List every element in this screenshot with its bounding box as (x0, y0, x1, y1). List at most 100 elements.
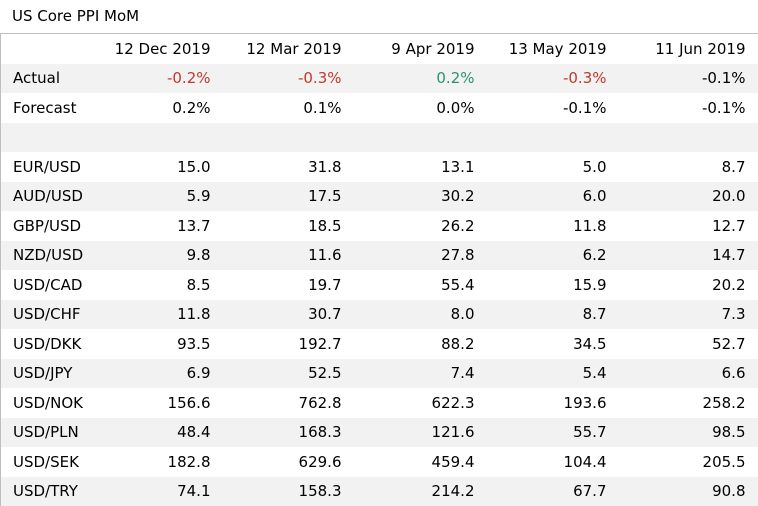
header-date: 9 Apr 2019 (354, 34, 487, 64)
header-corner (1, 34, 96, 64)
pair-value: 55.7 (487, 418, 619, 448)
table-title: US Core PPI MoM (0, 0, 758, 33)
pair-value: 26.2 (354, 211, 487, 241)
pair-value: 74.1 (96, 477, 223, 506)
spacer-cell (1, 123, 758, 153)
pair-value: 193.6 (487, 388, 619, 418)
header-date: 12 Mar 2019 (223, 34, 354, 64)
pair-value: 11.8 (96, 300, 223, 330)
pair-value: 121.6 (354, 418, 487, 448)
actual-value: 0.2% (354, 64, 487, 94)
pair-value: 20.2 (619, 270, 758, 300)
pair-value: 93.5 (96, 329, 223, 359)
pair-value: 5.4 (487, 359, 619, 389)
pair-value: 11.6 (223, 241, 354, 271)
pair-value: 15.9 (487, 270, 619, 300)
pair-value: 11.8 (487, 211, 619, 241)
actual-value: -0.1% (619, 64, 758, 94)
pair-label: NZD/USD (1, 241, 96, 271)
header-date: 13 May 2019 (487, 34, 619, 64)
pair-value: 19.7 (223, 270, 354, 300)
pair-label: USD/CHF (1, 300, 96, 330)
pair-label: AUD/USD (1, 182, 96, 212)
pair-value: 192.7 (223, 329, 354, 359)
header-date: 11 Jun 2019 (619, 34, 758, 64)
pair-value: 48.4 (96, 418, 223, 448)
pair-value: 156.6 (96, 388, 223, 418)
spacer-row (1, 123, 758, 153)
pair-value: 214.2 (354, 477, 487, 506)
pair-value: 14.7 (619, 241, 758, 271)
actual-value: -0.2% (96, 64, 223, 94)
forecast-value: -0.1% (619, 93, 758, 123)
pair-label: USD/NOK (1, 388, 96, 418)
pair-label: GBP/USD (1, 211, 96, 241)
pair-value: 34.5 (487, 329, 619, 359)
pair-value: 13.7 (96, 211, 223, 241)
forecast-value: 0.2% (96, 93, 223, 123)
pair-value: 158.3 (223, 477, 354, 506)
pair-value: 205.5 (619, 447, 758, 477)
forecast-row: Forecast 0.2% 0.1% 0.0% -0.1% -0.1% (1, 93, 758, 123)
pair-value: 7.3 (619, 300, 758, 330)
pair-value: 67.7 (487, 477, 619, 506)
pair-value: 30.7 (223, 300, 354, 330)
pair-value: 168.3 (223, 418, 354, 448)
pair-value: 98.5 (619, 418, 758, 448)
pair-value: 15.0 (96, 152, 223, 182)
pair-value: 30.2 (354, 182, 487, 212)
pair-value: 90.8 (619, 477, 758, 506)
pair-value: 622.3 (354, 388, 487, 418)
pair-value: 6.9 (96, 359, 223, 389)
pair-label: USD/SEK (1, 447, 96, 477)
pair-label: USD/TRY (1, 477, 96, 506)
pair-value: 52.7 (619, 329, 758, 359)
pair-value: 88.2 (354, 329, 487, 359)
pair-value: 31.8 (223, 152, 354, 182)
pair-value: 6.0 (487, 182, 619, 212)
forecast-value: 0.1% (223, 93, 354, 123)
pair-value: 8.7 (487, 300, 619, 330)
row-label: Actual (1, 64, 96, 94)
pair-value: 6.6 (619, 359, 758, 389)
pair-value: 6.2 (487, 241, 619, 271)
pair-value: 17.5 (223, 182, 354, 212)
forecast-value: 0.0% (354, 93, 487, 123)
header-row: 12 Dec 2019 12 Mar 2019 9 Apr 2019 13 Ma… (1, 34, 758, 64)
pair-value: 52.5 (223, 359, 354, 389)
pair-value: 459.4 (354, 447, 487, 477)
actual-value: -0.3% (223, 64, 354, 94)
pair-value: 18.5 (223, 211, 354, 241)
pair-label: EUR/USD (1, 152, 96, 182)
pair-value: 8.5 (96, 270, 223, 300)
actual-value: -0.3% (487, 64, 619, 94)
pair-value: 7.4 (354, 359, 487, 389)
pair-value: 12.7 (619, 211, 758, 241)
header-date: 12 Dec 2019 (96, 34, 223, 64)
pair-value: 8.0 (354, 300, 487, 330)
pair-value: 104.4 (487, 447, 619, 477)
actual-row: Actual -0.2% -0.3% 0.2% -0.3% -0.1% (1, 64, 758, 94)
pair-value: 13.1 (354, 152, 487, 182)
pair-label: USD/PLN (1, 418, 96, 448)
row-label: Forecast (1, 93, 96, 123)
forecast-value: -0.1% (487, 93, 619, 123)
pair-value: 629.6 (223, 447, 354, 477)
pair-value: 5.9 (96, 182, 223, 212)
pair-value: 182.8 (96, 447, 223, 477)
pair-value: 258.2 (619, 388, 758, 418)
pair-value: 5.0 (487, 152, 619, 182)
pair-value: 9.8 (96, 241, 223, 271)
pair-label: USD/CAD (1, 270, 96, 300)
